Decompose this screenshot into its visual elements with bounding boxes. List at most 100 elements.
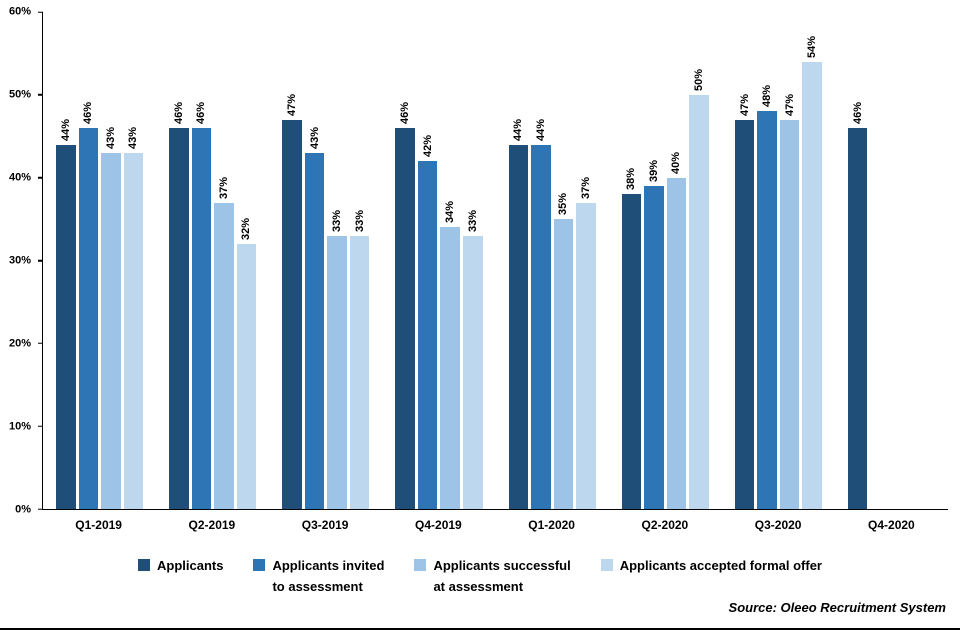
bar-slot: 46% <box>847 12 868 509</box>
bar-slot: 42% <box>417 12 438 509</box>
bar-slot: 33% <box>462 12 483 509</box>
bar-value-label: 38% <box>625 168 638 191</box>
bar-value-label: 50% <box>692 68 705 91</box>
bar-value-label: 37% <box>579 176 592 199</box>
bar-value-label: 34% <box>444 201 457 224</box>
bar <box>779 119 800 509</box>
bar-value-label: 37% <box>217 176 230 199</box>
bar-slot: 46% <box>395 12 415 509</box>
bar-slot: 34% <box>440 12 460 509</box>
legend-item: Applicants successful at assessment <box>414 556 571 598</box>
bar-value-label: 46% <box>399 101 412 124</box>
plot-area: 44% 46% 43% 43% 46% 46% 37% 32% 47% 43% 33% 33% 46% 4… <box>38 11 948 510</box>
bar <box>644 185 664 509</box>
x-category-label: Q2-2020 <box>641 518 689 532</box>
bar <box>214 202 234 509</box>
y-tick-label: 20% <box>8 337 31 350</box>
bar <box>531 144 551 509</box>
bar-group: 46% <box>835 12 948 509</box>
legend-item: Applicants accepted formal offer <box>600 556 822 577</box>
bar <box>395 127 415 509</box>
bar <box>417 161 438 509</box>
bottom-divider <box>0 628 960 630</box>
bar <box>282 119 302 509</box>
bar-slot: 43% <box>123 12 144 509</box>
bar-value-label: 43% <box>104 126 117 149</box>
bar-group: 46% 42% 34% 33% <box>382 12 495 509</box>
x-category-label: Q2-2019 <box>188 518 236 532</box>
bar <box>349 235 370 509</box>
bar-slot <box>915 12 935 509</box>
y-tick-mark <box>38 11 43 13</box>
bar <box>327 235 347 509</box>
x-category-label: Q3-2020 <box>754 518 802 532</box>
legend-item: Applicants invited to assessment <box>253 556 384 598</box>
bar-slot <box>893 12 913 509</box>
bar-value-label: 35% <box>557 193 570 216</box>
bar-group: 38% 39% 40% 50% <box>609 12 722 509</box>
bar-value-label: 33% <box>353 209 366 232</box>
bar <box>56 144 76 509</box>
bar <box>621 194 642 509</box>
bar <box>666 177 687 509</box>
bar-slot: 47% <box>282 12 302 509</box>
bar <box>78 127 99 509</box>
bar-slot: 46% <box>78 12 99 509</box>
bar-slot: 47% <box>734 12 755 509</box>
bar-slot: 43% <box>304 12 325 509</box>
bar-slot: 37% <box>576 12 596 509</box>
bar <box>576 202 596 509</box>
bar-slot: 39% <box>644 12 664 509</box>
legend-item: Applicants <box>138 556 223 577</box>
bar-group: 47% 43% 33% 33% <box>269 12 382 509</box>
x-category-label: Q1-2020 <box>528 518 575 532</box>
source-note: Source: Oleeo Recruitment System <box>728 600 946 615</box>
bar <box>508 144 529 509</box>
bar-slot: 38% <box>621 12 642 509</box>
bar-slot: 40% <box>666 12 687 509</box>
bar-group: 44% 44% 35% 37% <box>496 12 609 509</box>
y-axis-tick-labels: 0% 10% 20% 30% 40% 50% 60% <box>0 6 38 515</box>
bar-slot: 44% <box>531 12 551 509</box>
y-tick-mark <box>38 176 43 179</box>
bar-value-label: 47% <box>738 93 751 116</box>
bar-slot: 33% <box>327 12 347 509</box>
bar-value-label: 43% <box>127 126 140 149</box>
bar-slot: 44% <box>508 12 529 509</box>
bar <box>123 152 144 509</box>
y-tick-mark <box>38 94 43 96</box>
bar-value-label: 44% <box>534 118 547 141</box>
bar-group: 46% 46% 37% 32% <box>156 12 269 509</box>
bar <box>304 152 325 509</box>
bar <box>462 235 483 509</box>
bar <box>734 119 755 509</box>
y-tick-mark <box>38 425 43 427</box>
bar-slot: 33% <box>349 12 370 509</box>
legend-label: Applicants invited to assessment <box>272 558 385 594</box>
bar-value-label: 46% <box>851 101 864 124</box>
bar-slot: 50% <box>689 12 709 509</box>
bar-value-label: 43% <box>308 126 321 149</box>
x-category-label: Q4-2019 <box>415 518 462 532</box>
bar <box>553 219 574 509</box>
bar-value-label: 54% <box>806 35 819 58</box>
bar-slot: 46% <box>169 12 189 509</box>
legend-swatch <box>414 559 427 571</box>
y-tick-mark <box>38 342 43 345</box>
bar-value-label: 47% <box>783 93 796 116</box>
bar <box>689 94 709 509</box>
bar <box>847 127 868 509</box>
bar-slot: 37% <box>214 12 234 509</box>
bar-value-label: 46% <box>195 101 208 124</box>
x-axis-category-labels: Q1-2019 Q2-2019 Q3-2019 Q4-2019 Q1-2020 Q2-20… <box>42 518 948 532</box>
y-tick-label: 60% <box>8 5 31 18</box>
bar-slot: 35% <box>553 12 574 509</box>
bar-value-label: 39% <box>647 159 660 182</box>
bar-slot <box>870 12 890 509</box>
bar <box>101 152 121 509</box>
bar <box>236 243 257 509</box>
bar-value-label: 44% <box>512 118 525 141</box>
y-tick-mark <box>38 259 43 262</box>
x-category-label: Q3-2019 <box>301 518 349 532</box>
